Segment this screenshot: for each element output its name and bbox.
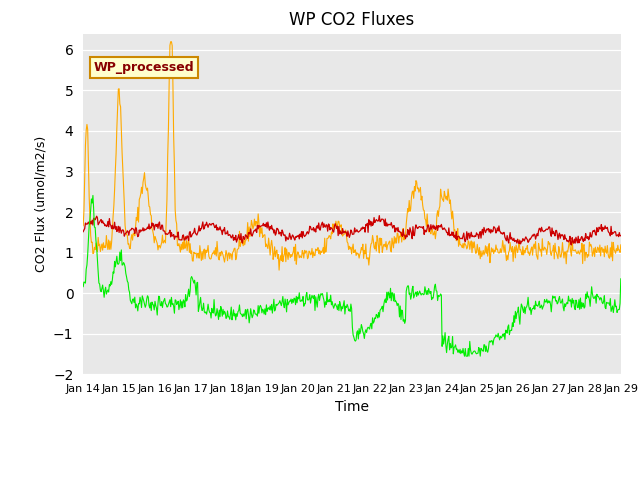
X-axis label: Time: Time	[335, 400, 369, 414]
Y-axis label: CO2 Flux (umol/m2/s): CO2 Flux (umol/m2/s)	[35, 136, 47, 272]
Legend: gpp_ANNnight, er_ANNnight, wc_gf: gpp_ANNnight, er_ANNnight, wc_gf	[153, 477, 551, 480]
Title: WP CO2 Fluxes: WP CO2 Fluxes	[289, 11, 415, 29]
Text: WP_processed: WP_processed	[94, 61, 195, 74]
